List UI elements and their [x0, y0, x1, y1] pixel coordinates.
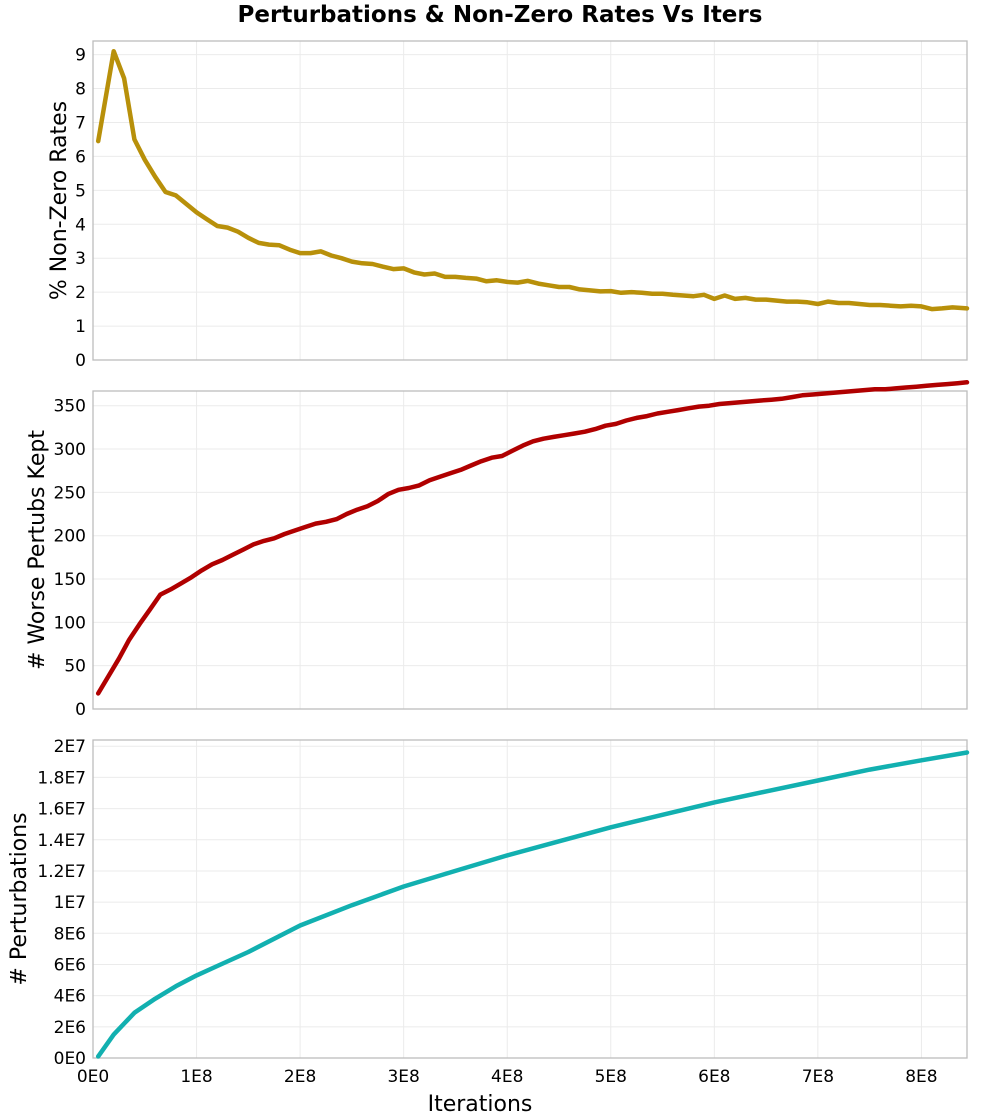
y-tick-label: 3	[75, 249, 86, 269]
y-tick-label: 6E6	[54, 955, 86, 975]
y-tick-label: 0	[75, 351, 86, 371]
y-tick-label: 2E6	[54, 1018, 86, 1038]
y-tick-label: 250	[54, 483, 86, 503]
x-tick-label: 0E0	[77, 1067, 109, 1087]
x-tick-label: 6E8	[698, 1067, 730, 1087]
x-axis-label: Iterations	[428, 1092, 533, 1117]
data-line	[95, 48, 970, 312]
y-tick-label: 1E7	[54, 893, 86, 913]
y-tick-label: 4	[75, 215, 86, 235]
perturbations-panel: 0E0 2E6 4E6 6E6 8E6 1E7 1.2E7 1.4E7 1.6E7 1.8E7 2E…	[7, 737, 970, 1069]
chart-title: Perturbations & Non-Zero Rates Vs Iters	[237, 2, 763, 28]
x-tick-label: 3E8	[387, 1067, 419, 1087]
y-tick-label: 200	[54, 527, 86, 547]
y-axis-label: % Non-Zero Rates	[47, 101, 72, 300]
y-tick-label: 300	[54, 440, 86, 460]
y-tick-label: 9	[75, 46, 86, 66]
y-tick-label: 2	[75, 283, 86, 303]
y-tick-label: 8E6	[54, 924, 86, 944]
y-tick-label: 1	[75, 317, 86, 337]
x-tick-label: 2E8	[284, 1067, 316, 1087]
y-tick-label: 0E0	[54, 1049, 86, 1069]
data-line	[95, 380, 970, 696]
y-tick-label: 4E6	[54, 987, 86, 1007]
x-tick-label: 7E8	[802, 1067, 834, 1087]
y-tick-label: 8	[75, 80, 86, 100]
y-tick-label: 1.6E7	[37, 800, 86, 820]
x-tick-label: 1E8	[180, 1067, 212, 1087]
y-tick-label: 0	[75, 700, 86, 720]
y-tick-label: 2E7	[54, 737, 86, 757]
x-tick-label: 4E8	[491, 1067, 523, 1087]
y-tick-label: 7	[75, 113, 86, 133]
y-tick-label: 1.2E7	[37, 862, 86, 882]
x-tick-label: 8E8	[905, 1067, 937, 1087]
y-tick-label: 1.8E7	[37, 768, 86, 788]
y-axis-label: # Perturbations	[7, 812, 32, 985]
y-tick-label: 5	[75, 181, 86, 201]
y-tick-label: 6	[75, 147, 86, 167]
y-tick-label: 350	[54, 397, 86, 417]
data-line	[95, 750, 970, 1059]
y-tick-label: 100	[54, 613, 86, 633]
y-tick-label: 1.4E7	[37, 831, 86, 851]
nonzero-rate-panel: 0 1 2 3 4 5 6 7 8 9 % Non-Zero Rates	[47, 40, 970, 371]
y-tick-label: 150	[54, 570, 86, 590]
y-axis-label: # Worse Pertubs Kept	[25, 430, 50, 670]
y-tick-label: 50	[64, 657, 86, 677]
x-tick-label: 5E8	[595, 1067, 627, 1087]
worse-perturbs-panel: 0 50 100 150 200 250 300 350# Worse Pertubs Kep…	[25, 380, 970, 720]
